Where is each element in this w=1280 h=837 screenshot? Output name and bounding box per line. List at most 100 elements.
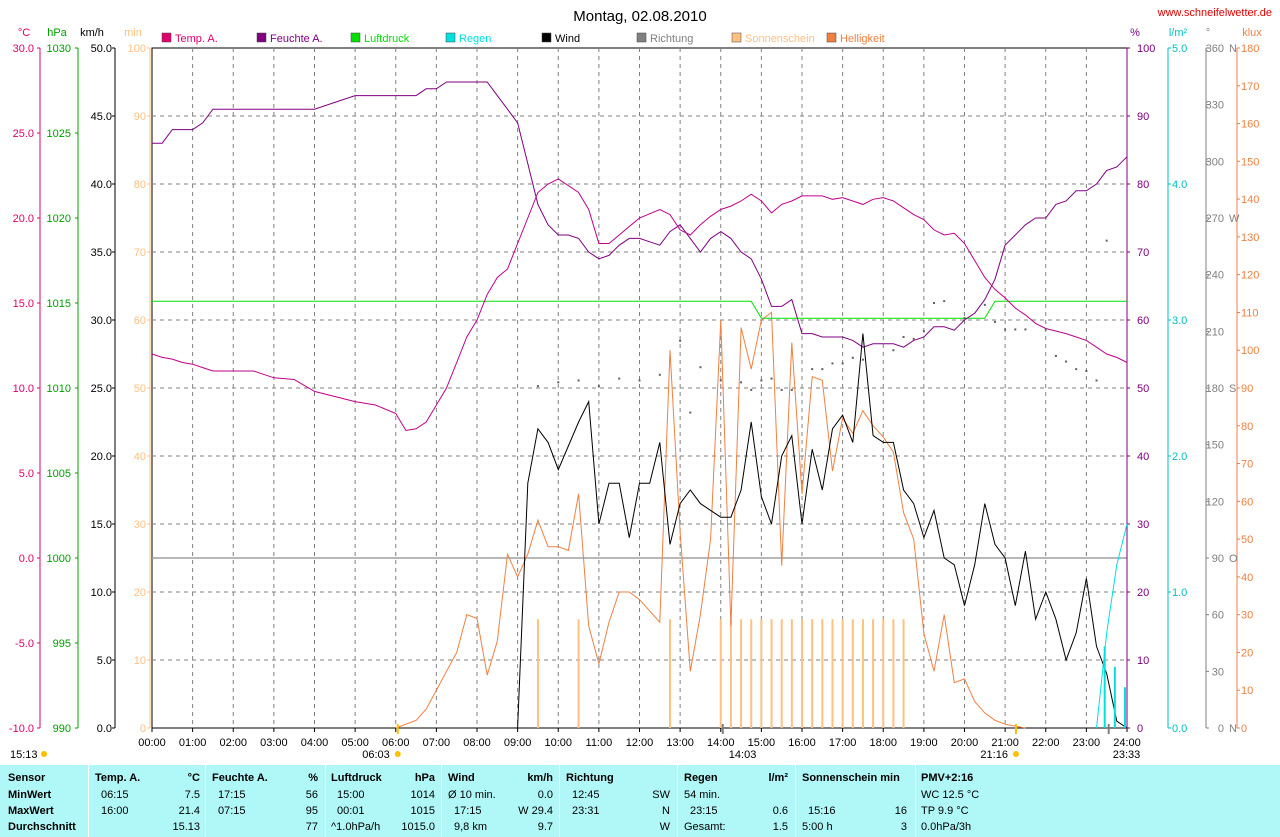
direction-point-6: [658, 373, 661, 376]
axis-label-dir-5: 150: [1206, 440, 1224, 452]
axis-label-sun-7: 70: [134, 247, 146, 259]
legend-label-2: Luftdruck: [364, 33, 410, 45]
axis-label-press-3: 1005: [47, 468, 71, 480]
x-tick-label-15: 15:00: [748, 737, 776, 749]
direction-point-9: [699, 366, 702, 369]
direction-point-11: [740, 381, 743, 384]
axis-label-dir-0: 0: [1218, 723, 1224, 735]
temp-min-value: 7.5: [184, 789, 200, 801]
direction-point-41: [1105, 239, 1108, 242]
axis-label-press-2: 1000: [47, 553, 71, 565]
x-tick-label-3: 03:00: [260, 737, 288, 749]
direction-point-28: [943, 300, 946, 303]
sun-max-value: 16: [894, 805, 907, 817]
legend-swatch-2: [350, 32, 361, 43]
direction-point-34: [1024, 328, 1027, 331]
axis-label-rain-0: 0.0: [1172, 723, 1187, 735]
x-tick-label-14: 14:00: [707, 737, 735, 749]
pmv-dewpoint: TP 9.9 °C: [921, 805, 969, 817]
website-label: www.schneifelwetter.de: [1157, 7, 1272, 19]
legend-swatch-0: [161, 32, 172, 43]
rain-max-time: 23:15: [690, 805, 718, 817]
press-min-time: 15:00: [337, 789, 365, 801]
rain-unit: l/m²: [768, 772, 788, 784]
x-tick-label-17: 17:00: [829, 737, 857, 749]
x-tick-label-6: 06:00: [382, 737, 410, 749]
row-label-sensor: Sensor: [8, 772, 46, 784]
direction-point-18: [821, 368, 824, 371]
hum-unit: %: [308, 772, 318, 784]
axis-label-hum-10: 100: [1137, 43, 1155, 55]
series-rain: [1096, 523, 1128, 729]
unit-hum: %: [1130, 27, 1140, 39]
temp-max-time: 16:00: [101, 805, 129, 817]
axis-label-dir-11: 330: [1206, 100, 1224, 112]
axis-label-temp-8: 30.0: [13, 43, 34, 55]
axis-label-sun-0: 0: [140, 723, 146, 735]
hum-min-time: 17:15: [218, 789, 246, 801]
press-max-time: 00:01: [337, 805, 365, 817]
direction-point-23: [892, 349, 895, 352]
axis-label-lux-0: 0: [1241, 723, 1247, 735]
axis-label-rain-4: 4.0: [1172, 179, 1187, 191]
x-tick-label-13: 13:00: [666, 737, 694, 749]
unit-dir: °: [1206, 27, 1210, 39]
legend-label-0: Temp. A.: [175, 33, 218, 45]
axis-label-lux-3: 30: [1241, 610, 1253, 622]
axis-label-wind-8: 40.0: [91, 179, 112, 191]
dir-letter-0: N: [1229, 723, 1237, 735]
pmv-pressure-trend: 0.0hPa/3h: [921, 821, 972, 833]
marker-label-noon: 14:03: [729, 749, 757, 761]
axis-label-temp-5: 15.0: [13, 298, 34, 310]
axis-label-press-4: 1010: [47, 383, 71, 395]
axis-label-wind-7: 35.0: [91, 247, 112, 259]
marker-label-now: 23:33: [1113, 749, 1141, 761]
axis-label-wind-10: 50.0: [91, 43, 112, 55]
direction-point-33: [1014, 328, 1017, 331]
x-tick-label-4: 04:00: [301, 737, 329, 749]
direction-point-5: [638, 379, 641, 382]
wind-unit: km/h: [527, 772, 553, 784]
axis-label-temp-0: -10.0: [9, 723, 34, 735]
series-temperature: [151, 178, 1128, 432]
x-tick-label-8: 08:00: [463, 737, 491, 749]
axis-label-temp-4: 10.0: [13, 383, 34, 395]
axis-label-temp-1: -5.0: [15, 638, 34, 650]
temp-avg: 15.13: [172, 821, 200, 833]
direction-point-10: [719, 379, 722, 382]
sunset-icon: [1012, 751, 1019, 757]
axis-label-sun-1: 10: [134, 655, 146, 667]
axis-label-temp-3: 5.0: [19, 468, 34, 480]
axis-label-wind-0: 0.0: [97, 723, 112, 735]
hum-max-time: 07:15: [218, 805, 246, 817]
axis-label-dir-8: 240: [1206, 270, 1224, 282]
legend-swatch-1: [256, 32, 267, 43]
direction-point-0: [536, 385, 539, 388]
direction-point-38: [1075, 368, 1078, 371]
axis-label-rain-1: 1.0: [1172, 587, 1187, 599]
press-title: Luftdruck: [331, 772, 382, 784]
axis-label-wind-6: 30.0: [91, 315, 112, 327]
axis-label-sun-2: 20: [134, 587, 146, 599]
marker-label-sunset: 21:16: [980, 749, 1008, 761]
dir-letter-180: S: [1229, 383, 1236, 395]
legend-swatch-6: [731, 32, 742, 43]
unit-rain: l/m²: [1169, 27, 1188, 39]
row-label-avg: Durchschnitt: [8, 821, 76, 833]
axis-label-wind-3: 15.0: [91, 519, 112, 531]
axis-label-press-6: 1020: [47, 213, 71, 225]
legend-label-5: Richtung: [650, 33, 693, 45]
x-tick-label-20: 20:00: [951, 737, 979, 749]
direction-point-21: [851, 356, 854, 359]
x-tick-label-19: 19:00: [910, 737, 938, 749]
legend-label-1: Feuchte A.: [270, 33, 323, 45]
sun-max-time: 15:16: [808, 805, 836, 817]
x-tick-label-5: 05:00: [341, 737, 369, 749]
sun-title: Sonnenschein min: [802, 772, 900, 784]
axis-label-wind-5: 25.0: [91, 383, 112, 395]
axis-label-lux-14: 140: [1241, 194, 1259, 206]
x-tick-label-7: 07:00: [423, 737, 451, 749]
summary-table: Sensor MinWert MaxWert Durchschnitt Temp…: [0, 765, 1280, 837]
wind-run: 9,8 km: [454, 821, 488, 833]
x-tick-label-2: 02:00: [219, 737, 247, 749]
